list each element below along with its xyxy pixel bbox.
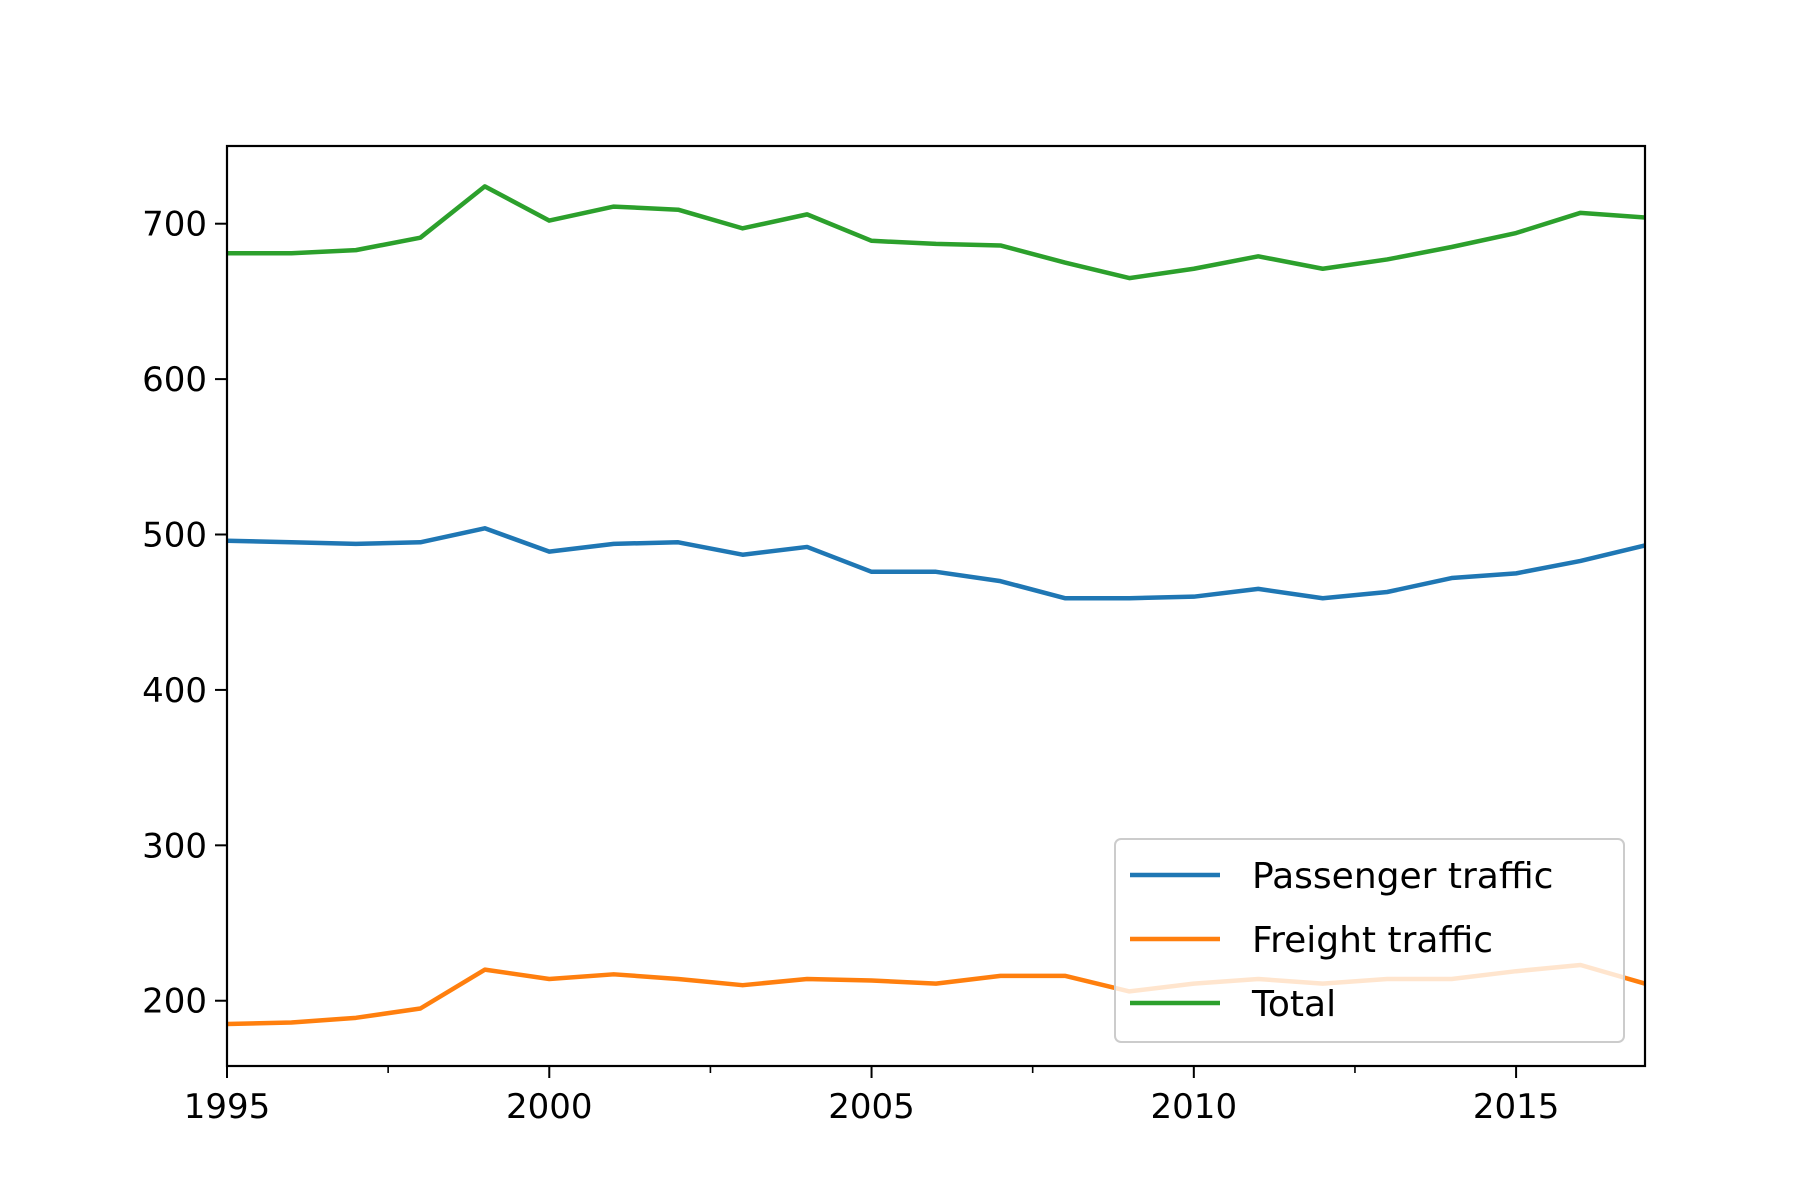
legend-box: [1114, 838, 1625, 1043]
series-line-passenger-traffic: [227, 526, 1645, 601]
plot-frame: [225, 144, 1647, 1068]
y-tick-label: 200: [142, 982, 207, 1022]
y-tick-label: 300: [142, 826, 207, 866]
y-tick-label: 500: [142, 516, 207, 556]
y-tick-label: 700: [142, 205, 207, 245]
axes: 1995 2000 2005 2010 2015 200 300 400 500 600 700: [142, 144, 1647, 1127]
legend-label: Freight traffic: [1252, 920, 1493, 961]
x-tick-label: 2005: [828, 1087, 915, 1127]
legend-label: Passenger traffic: [1252, 856, 1553, 897]
x-tick-label: 2015: [1473, 1087, 1560, 1127]
legend: Passenger traffic Freight traffic Total: [1114, 838, 1625, 1043]
series-line-total: [227, 184, 1645, 281]
x-tick-label: 2010: [1151, 1087, 1238, 1127]
y-tick-label: 600: [142, 360, 207, 400]
legend-label: Total: [1251, 984, 1336, 1025]
x-tick-label: 1995: [184, 1087, 271, 1127]
x-tick-label: 2000: [506, 1087, 593, 1127]
y-tick-label: 400: [142, 671, 207, 711]
